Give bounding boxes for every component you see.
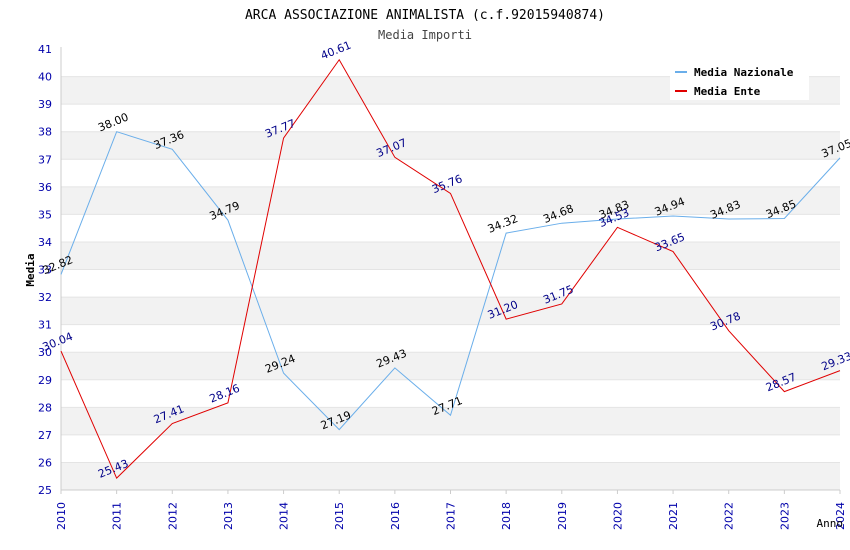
y-tick-label: 39	[38, 98, 52, 111]
y-tick-label: 34	[38, 236, 52, 249]
y-tick-label: 37	[38, 153, 52, 166]
x-tick-label: 2010	[55, 502, 68, 530]
y-tick-label: 29	[38, 374, 52, 387]
y-tick-label: 36	[38, 181, 52, 194]
y-axis-label: Media	[24, 253, 37, 286]
grid-band	[61, 379, 840, 408]
grid-band	[61, 131, 840, 160]
x-tick-label: 2024	[834, 502, 847, 530]
grid-bands	[61, 49, 840, 491]
series-layer	[60, 58, 841, 480]
grid-band	[61, 462, 840, 490]
x-tick-label: 2011	[111, 502, 124, 530]
legend-entry: Media Nazionale	[694, 66, 794, 79]
y-tick-label: 28	[38, 401, 52, 414]
grid-band	[61, 297, 840, 325]
y-tick-label: 35	[38, 208, 52, 221]
x-tick-label: 2016	[389, 502, 402, 530]
y-tick-label: 26	[38, 456, 52, 469]
grid-band	[61, 214, 840, 242]
legend-box	[670, 60, 809, 100]
y-tick-label: 40	[38, 71, 52, 84]
y-tick-label: 33	[38, 264, 52, 277]
y-tick-label: 25	[38, 484, 52, 497]
grid-band	[61, 241, 840, 270]
y-tick-label: 32	[38, 291, 52, 304]
x-tick-label: 2012	[166, 502, 179, 530]
chart-subtitle: Media Importi	[378, 28, 472, 42]
x-ticks: 2010 2011 2012 2013 2014 2015 2016 2017 2018 2019…	[55, 490, 847, 530]
x-tick-label: 2013	[222, 502, 235, 530]
y-tick-label: 27	[38, 429, 52, 442]
y-tick-label: 38	[38, 126, 52, 139]
x-tick-label: 2015	[333, 502, 346, 530]
x-tick-label: 2020	[611, 502, 624, 530]
x-tick-label: 2014	[278, 502, 291, 530]
x-tick-label: 2023	[778, 502, 791, 530]
y-ticks: 25 26 27 28 29 30 31 32 33 34 35 36 37 38 39 40 41	[38, 43, 52, 497]
grid-band	[61, 104, 840, 132]
x-tick-label: 2017	[445, 502, 458, 530]
grid-band	[61, 186, 840, 215]
y-tick-label: 30	[38, 346, 52, 359]
x-tick-label: 2022	[723, 502, 736, 530]
grid-band	[61, 269, 840, 298]
x-tick-label: 2018	[500, 502, 513, 530]
grid-band	[61, 407, 840, 435]
series-line	[60, 58, 841, 480]
series-line	[60, 131, 841, 431]
legend-entry: Media Ente	[694, 85, 761, 98]
y-tick-label: 41	[38, 43, 52, 56]
x-axis-label: Anno	[817, 517, 844, 530]
y-tick-label: 31	[38, 319, 52, 332]
chart-title: ARCA ASSOCIAZIONE ANIMALISTA (c.f.920159…	[245, 8, 605, 23]
x-tick-label: 2021	[667, 502, 680, 530]
grid-band	[61, 434, 840, 463]
x-tick-label: 2019	[556, 502, 569, 530]
grid-band	[61, 324, 840, 353]
legend: Media Nazionale Media Ente	[670, 60, 809, 100]
grid-band	[61, 352, 840, 380]
